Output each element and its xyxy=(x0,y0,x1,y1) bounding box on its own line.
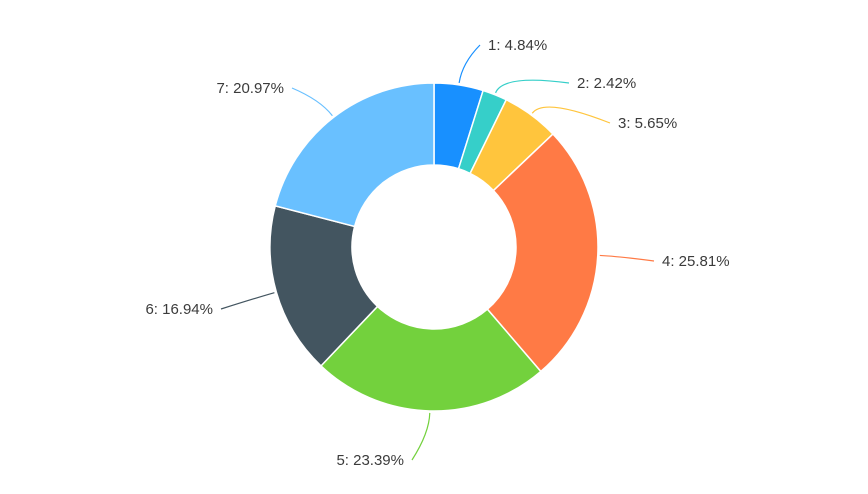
slice-5[interactable] xyxy=(319,305,542,412)
leader-line-3 xyxy=(531,106,611,124)
slice-label-4: 4: 25.81% xyxy=(662,253,730,270)
slice-7[interactable] xyxy=(274,82,435,228)
slice-6[interactable] xyxy=(269,204,379,367)
leader-line-5 xyxy=(411,412,431,461)
leader-lines-layer xyxy=(220,44,655,461)
slice-labels-layer: 1: 4.84% 2: 2.42% 3: 5.65% 4: 25.81% 5: 23.3… xyxy=(145,37,729,469)
slice-label-6: 6: 16.94% xyxy=(145,301,213,318)
slice-4[interactable] xyxy=(486,132,599,373)
slice-label-5: 5: 23.39% xyxy=(336,452,404,469)
leader-line-6 xyxy=(220,292,275,310)
slices-layer xyxy=(269,82,599,412)
slice-label-7: 7: 20.97% xyxy=(216,80,284,97)
slice-label-3: 3: 5.65% xyxy=(618,115,677,132)
slice-label-2: 2: 2.42% xyxy=(577,75,636,92)
leader-line-4 xyxy=(599,254,655,262)
leader-line-7 xyxy=(291,87,333,117)
slice-label-1: 1: 4.84% xyxy=(488,37,547,54)
leader-line-1 xyxy=(458,44,481,84)
leader-line-2 xyxy=(495,79,570,94)
